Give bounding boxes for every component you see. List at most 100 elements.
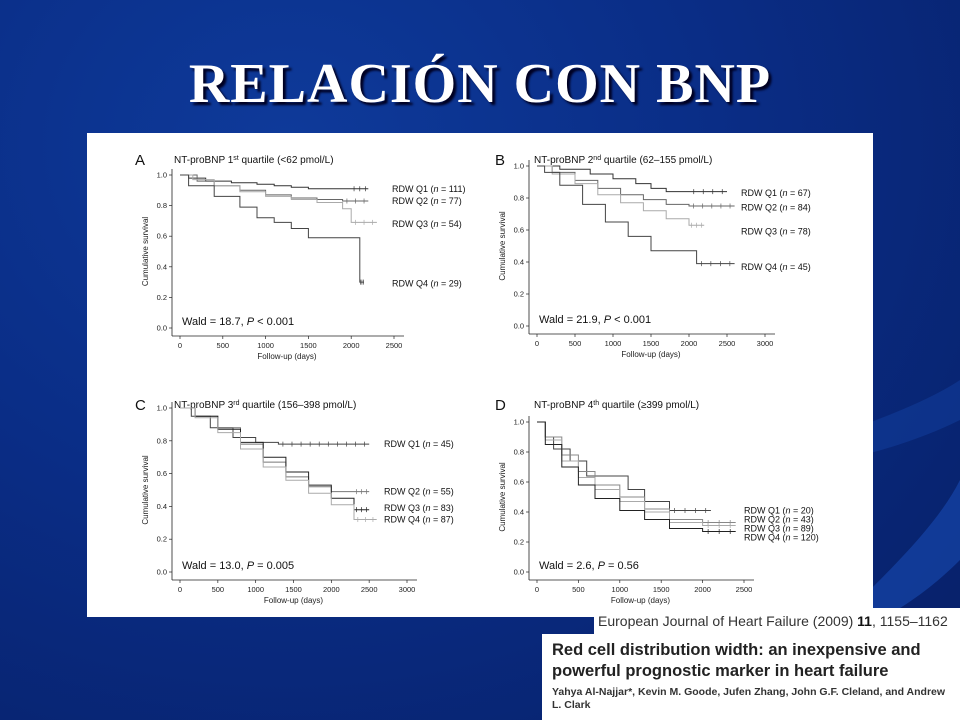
y-tick-label: 0.8 — [514, 448, 524, 457]
series-label-q3: RDW Q3 (n = 83) — [384, 503, 454, 513]
km-survival-charts: A NT-proBNP 1st quartile (<62 pmol/L) 0.0 0… — [135, 152, 819, 605]
series-label-q3: RDW Q3 (n = 78) — [741, 227, 811, 237]
km-curve-q3 — [537, 165, 705, 226]
km-curve-q3 — [180, 174, 377, 223]
y-tick-label: 1.0 — [157, 171, 167, 180]
y-tick-label: 0.2 — [514, 538, 524, 547]
x-tick-label: 0 — [178, 585, 182, 594]
km-curve-q1 — [180, 174, 369, 190]
y-axis-label: Cumulative survival — [141, 455, 150, 525]
y-tick-label: 0.6 — [514, 226, 524, 235]
y-tick-label: 0.8 — [157, 201, 167, 210]
series-label-q2: RDW Q2 (n = 43) — [744, 515, 814, 525]
km-curve-q4 — [180, 407, 377, 520]
wald-statistic: Wald = 18.7, P < 0.001 — [182, 316, 294, 328]
x-axis-label: Follow-up (days) — [611, 596, 670, 605]
x-tick-label: 1500 — [285, 585, 302, 594]
x-tick-label: 3000 — [399, 585, 416, 594]
x-tick-label: 2000 — [694, 585, 711, 594]
panel-letter: C — [135, 397, 146, 414]
x-axis-label: Follow-up (days) — [257, 352, 316, 361]
x-tick-label: 2500 — [719, 339, 736, 348]
y-tick-label: 0.2 — [157, 293, 167, 302]
x-tick-label: 500 — [212, 585, 225, 594]
y-tick-label: 0.2 — [157, 535, 167, 544]
y-tick-label: 0.6 — [157, 232, 167, 241]
km-figure: A NT-proBNP 1st quartile (<62 pmol/L) 0.0 0… — [87, 133, 873, 617]
y-tick-label: 0.8 — [157, 436, 167, 445]
chart-title: NT-proBNP 1st quartile (<62 pmol/L) — [174, 155, 334, 167]
x-tick-label: 1500 — [300, 341, 317, 350]
km-curve-q2 — [180, 174, 369, 202]
chart-panel-c: C NT-proBNP 3rd quartile (156–398 pmol/L)… — [135, 397, 454, 605]
y-tick-label: 0.6 — [157, 469, 167, 478]
x-tick-label: 500 — [217, 341, 230, 350]
x-tick-label: 0 — [535, 585, 539, 594]
km-curve-q3 — [180, 407, 370, 511]
series-label-q3: RDW Q3 (n = 89) — [744, 524, 814, 534]
series-label-q3: RDW Q3 (n = 54) — [392, 219, 462, 229]
km-curve-q4 — [180, 174, 364, 283]
x-tick-label: 1500 — [653, 585, 670, 594]
series-label-q1: RDW Q1 (n = 67) — [741, 188, 811, 198]
km-curve-q4 — [537, 165, 735, 265]
journal-citation: European Journal of Heart Failure (2009)… — [594, 608, 960, 634]
chart-panel-d: D NT-proBNP 4th quartile (≥399 pmol/L) 0.0… — [495, 397, 819, 605]
x-tick-label: 2500 — [736, 585, 753, 594]
panel-letter: B — [495, 152, 505, 169]
y-tick-label: 0.8 — [514, 194, 524, 203]
km-curve-q1 — [180, 407, 370, 445]
series-label-q2: RDW Q2 (n = 55) — [384, 487, 454, 497]
y-axis-label: Cumulative survival — [141, 217, 150, 287]
panel-letter: A — [135, 152, 145, 169]
x-tick-label: 1000 — [611, 585, 628, 594]
x-axis-label: Follow-up (days) — [621, 350, 680, 359]
km-curve-q1 — [537, 165, 727, 193]
x-tick-label: 2500 — [361, 585, 378, 594]
x-tick-label: 500 — [569, 339, 582, 348]
y-tick-label: 0.4 — [157, 262, 167, 271]
y-tick-label: 0.4 — [157, 502, 167, 511]
journal-pages: , 1155–1162 — [871, 613, 948, 629]
series-label-q4: RDW Q4 (n = 87) — [384, 515, 454, 525]
series-label-q1: RDW Q1 (n = 20) — [744, 506, 814, 516]
y-tick-label: 1.0 — [514, 162, 524, 171]
x-tick-label: 1000 — [605, 339, 622, 348]
km-curve-q2 — [180, 407, 370, 493]
chart-title: NT-proBNP 4th quartile (≥399 pmol/L) — [534, 400, 699, 412]
km-curve-q2 — [537, 165, 735, 207]
chart-title: NT-proBNP 2nd quartile (62–155 pmol/L) — [534, 155, 712, 167]
x-tick-label: 2000 — [323, 585, 340, 594]
series-label-q4: RDW Q4 (n = 29) — [392, 279, 462, 289]
x-tick-label: 0 — [178, 341, 182, 350]
wald-statistic: Wald = 2.6, P = 0.56 — [539, 560, 639, 572]
x-tick-label: 2000 — [343, 341, 360, 350]
series-label-q2: RDW Q2 (n = 77) — [392, 196, 462, 206]
paper-title: Red cell distribution width: an inexpens… — [552, 641, 921, 680]
x-tick-label: 2000 — [681, 339, 698, 348]
x-tick-label: 1000 — [257, 341, 274, 350]
x-tick-label: 1500 — [643, 339, 660, 348]
journal-year: (2009) — [812, 613, 854, 629]
y-tick-label: 0.2 — [514, 290, 524, 299]
journal-volume: 11 — [857, 613, 872, 629]
chart-title: NT-proBNP 3rd quartile (156–398 pmol/L) — [174, 400, 356, 412]
series-label-q4: RDW Q4 (n = 120) — [744, 533, 819, 543]
wald-statistic: Wald = 21.9, P < 0.001 — [539, 314, 651, 326]
paper-authors: Yahya Al-Najjar*, Kevin M. Goode, Jufen … — [552, 686, 946, 711]
series-label-q1: RDW Q1 (n = 45) — [384, 439, 454, 449]
y-axis-label: Cumulative survival — [498, 211, 507, 281]
journal-name: European Journal of Heart Failure — [598, 613, 809, 629]
x-tick-label: 2500 — [386, 341, 403, 350]
y-tick-label: 0.0 — [157, 568, 167, 577]
x-tick-label: 1000 — [247, 585, 264, 594]
y-tick-label: 1.0 — [514, 418, 524, 427]
x-tick-label: 500 — [572, 585, 585, 594]
y-tick-label: 1.0 — [157, 404, 167, 413]
chart-panel-b: B NT-proBNP 2nd quartile (62–155 pmol/L) 0… — [495, 152, 811, 359]
x-tick-label: 0 — [535, 339, 539, 348]
paper-header: Red cell distribution width: an inexpens… — [542, 634, 960, 720]
y-tick-label: 0.4 — [514, 258, 524, 267]
wald-statistic: Wald = 13.0, P = 0.005 — [182, 560, 294, 572]
km-curve-q3 — [537, 421, 736, 526]
